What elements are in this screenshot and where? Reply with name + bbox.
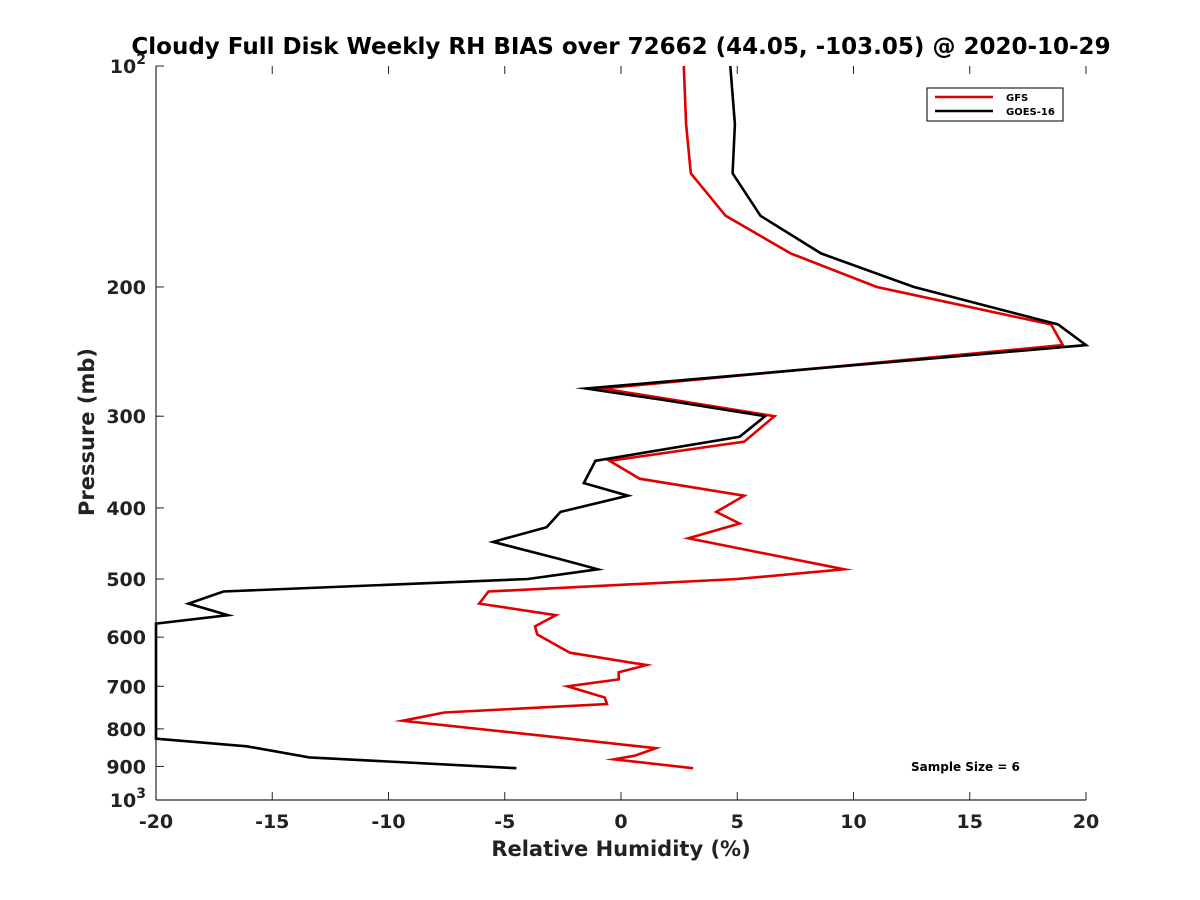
y-tick-label: 600 xyxy=(106,627,146,649)
x-tick-label: 20 xyxy=(1073,811,1099,833)
y-tick-label: 103 xyxy=(110,786,146,812)
x-tick-label: 0 xyxy=(614,811,627,833)
x-tick-label: -15 xyxy=(255,811,289,833)
data-series xyxy=(154,65,1090,770)
y-tick-label: 400 xyxy=(106,498,146,520)
y-tick-label: 900 xyxy=(106,756,146,778)
y-tick-label: 800 xyxy=(106,719,146,741)
x-tick-label: 10 xyxy=(840,811,866,833)
x-tick-label: -20 xyxy=(139,811,173,833)
y-tick-label: 500 xyxy=(106,569,146,591)
axis-ticks: -20 -15 -10 -5 0 5 10 15 20 102 200 300 400 500 600 700… xyxy=(106,52,1099,833)
y-tick-label: 700 xyxy=(106,676,146,698)
legend-box xyxy=(926,87,1064,122)
x-tick-label: 5 xyxy=(731,811,744,833)
sample-size-annotation: Sample Size = 6 xyxy=(911,760,1020,774)
y-tick-label: 300 xyxy=(106,406,146,428)
legend-label-gfs: GFS xyxy=(1006,93,1028,104)
legend-label-goes-16: GOES-16 xyxy=(1006,107,1055,118)
x-tick-label: 15 xyxy=(957,811,983,833)
y-axis-label: Pressure (mb) xyxy=(75,348,99,516)
x-tick-label: -10 xyxy=(371,811,405,833)
x-axis-label: Relative Humidity (%) xyxy=(491,837,750,861)
legend: GFS GOES-16 xyxy=(926,87,1064,122)
y-tick-label: 200 xyxy=(106,277,146,299)
series-line-goes-16 xyxy=(154,65,1090,770)
chart-title: Cloudy Full Disk Weekly RH BIAS over 726… xyxy=(131,34,1110,60)
series-line-gfs xyxy=(393,65,1065,770)
y-tick-label: 102 xyxy=(110,52,146,78)
x-tick-label: -5 xyxy=(494,811,515,833)
